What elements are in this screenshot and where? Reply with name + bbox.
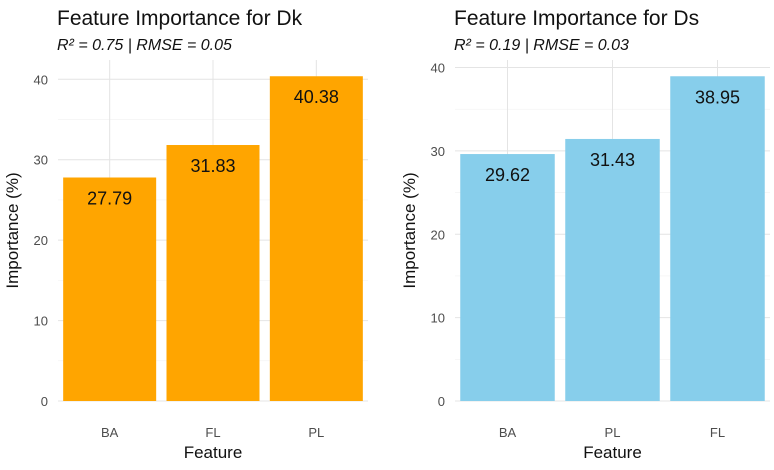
y-tick-label: 30 — [431, 144, 445, 159]
chart-subtitle: R² = 0.19 | RMSE = 0.03 — [454, 37, 629, 54]
bar-fl — [166, 145, 260, 401]
y-tick-label: 20 — [34, 233, 48, 248]
data-label: 38.95 — [695, 87, 740, 107]
x-axis-label: Feature — [583, 443, 642, 462]
y-tick-label: 30 — [34, 153, 48, 168]
y-axis-label: Importance (%) — [3, 172, 22, 288]
y-tick-label: 40 — [431, 61, 445, 76]
x-tick-label: FL — [205, 425, 220, 440]
bar-ba — [63, 177, 157, 401]
data-label: 29.62 — [485, 165, 530, 185]
x-tick-label: BA — [101, 425, 119, 440]
chart-title: Feature Importance for Dk — [57, 7, 303, 30]
bar-fl — [670, 76, 765, 402]
y-tick-label: 40 — [34, 72, 48, 87]
x-tick-label: FL — [710, 425, 725, 440]
data-label: 27.79 — [87, 189, 132, 209]
chart-canvas-dk: 0 10 20 30 40 27.79 BA 31.83 FL 40.38 PL Feature Imp… — [3, 60, 368, 462]
chart-title: Feature Importance for Ds — [454, 7, 700, 30]
bar-pl — [269, 76, 363, 401]
y-axis-label: Importance (%) — [400, 172, 419, 288]
y-tick-label: 0 — [438, 394, 445, 409]
x-tick-label: BA — [499, 425, 517, 440]
chart-subtitle: R² = 0.75 | RMSE = 0.05 — [57, 37, 232, 54]
bar-ba — [460, 154, 555, 401]
data-label: 40.38 — [294, 87, 339, 107]
y-tick-label: 10 — [431, 311, 445, 326]
chart-panel-dk: 0 10 20 30 40 27.79 BA 31.83 FL 40.38 PL Feature Imp… — [3, 7, 368, 462]
y-tick-label: 0 — [41, 394, 48, 409]
x-axis-label: Feature — [184, 443, 243, 462]
y-tick-label: 20 — [431, 227, 445, 242]
x-tick-label: PL — [605, 425, 621, 440]
chart-panel-ds: 0 10 20 30 40 29.62 BA 31.43 PL 38.95 FL Feature Imp… — [395, 0, 774, 470]
data-label: 31.83 — [190, 156, 235, 176]
y-tick-label: 10 — [34, 314, 48, 329]
data-label: 31.43 — [590, 150, 635, 170]
chart-canvas-ds: 0 10 20 30 40 29.62 BA 31.43 PL 38.95 FL Feature Imp… — [400, 60, 770, 462]
bar-pl — [565, 138, 660, 401]
x-tick-label: PL — [308, 425, 324, 440]
